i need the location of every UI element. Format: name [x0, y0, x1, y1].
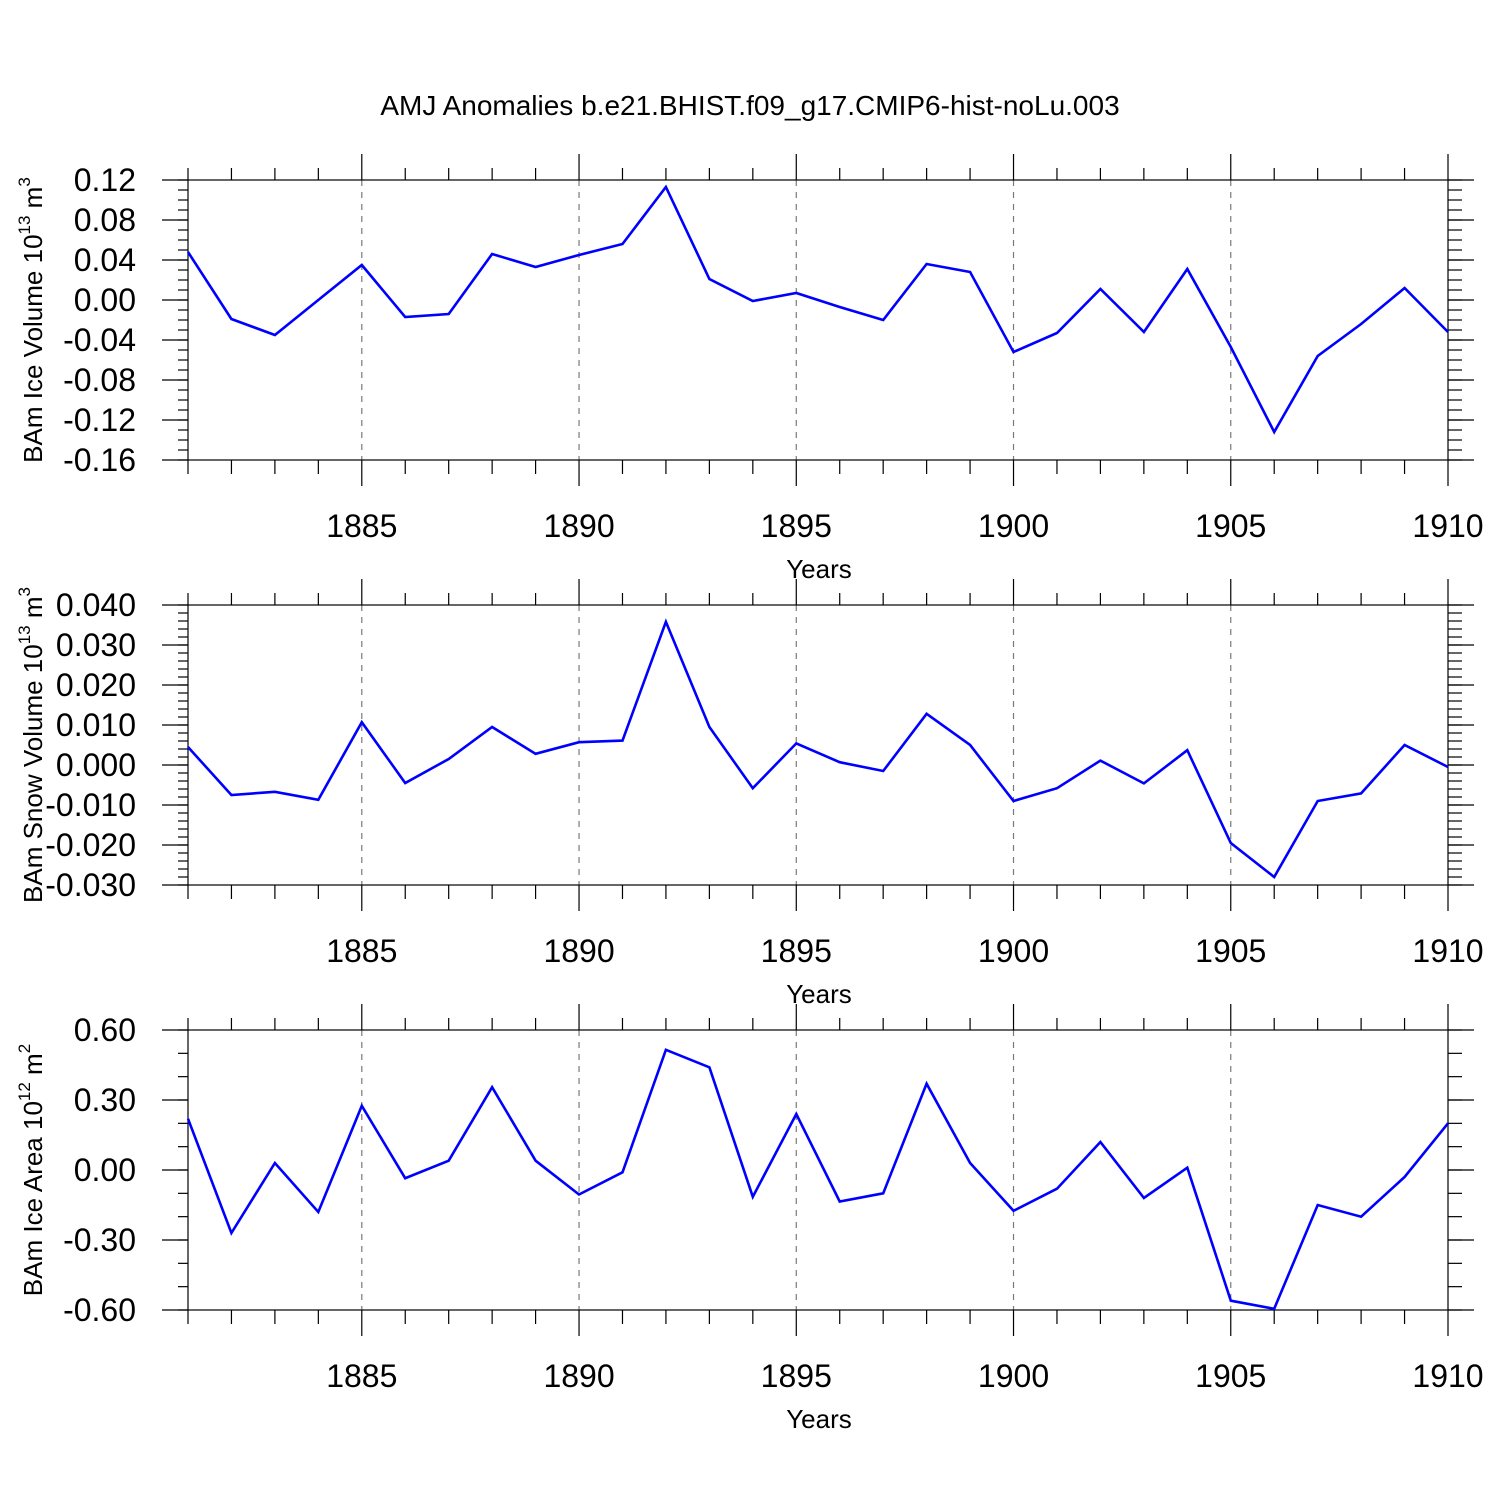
- x-tick-label: 1895: [761, 1358, 832, 1394]
- x-tick-label: 1910: [1412, 1358, 1483, 1394]
- series-line: [186, 1048, 1450, 1311]
- y-tick-label: -0.60: [63, 1292, 136, 1328]
- chart-panels: -0.16 -0.12 -0.08 -0.04 0.00 0.04 0.08 0.12 1885…: [15, 154, 1484, 1434]
- y-axis-title-main: BAm Ice Area 10: [18, 1101, 48, 1296]
- y-axis-title-unit-exponent: 3: [15, 587, 34, 596]
- y-tick-label: -0.16: [63, 442, 136, 478]
- x-tick-label: 1885: [326, 508, 397, 544]
- y-tick-label: 0.04: [74, 242, 136, 278]
- series-line: [187, 618, 1449, 879]
- x-tick-label: 1885: [326, 933, 397, 969]
- plot-frame: [187, 179, 1449, 461]
- chart-panel-2: -0.030 -0.020 -0.010 0.000 0.010 0.020 0.030 0.…: [15, 579, 1484, 1009]
- x-axis-title: Years: [786, 979, 852, 1009]
- y-tick-label: -0.08: [63, 362, 136, 398]
- y-tick-label: -0.020: [45, 827, 136, 863]
- y-axis-title-main: BAm Ice Volume 10: [18, 234, 48, 462]
- x-tick-label: 1905: [1195, 1358, 1266, 1394]
- plot-frame: [187, 1029, 1449, 1311]
- y-tick-label: 0.12: [74, 162, 136, 198]
- y-axis-title: BAm Ice Volume 1013 m3: [15, 177, 48, 463]
- x-axis-title: Years: [786, 1404, 852, 1434]
- y-tick-label: 0.60: [74, 1012, 136, 1048]
- chart-panel-3: -0.60 -0.30 0.00 0.30 0.60 1885 1890 1895 1900 19…: [15, 1004, 1484, 1434]
- x-tick-label: 1900: [978, 508, 1049, 544]
- x-tick-label: 1885: [326, 1358, 397, 1394]
- y-tick-label: 0.00: [74, 282, 136, 318]
- y-tick-label: 0.020: [56, 667, 136, 703]
- y-tick-label: -0.04: [63, 322, 136, 358]
- x-tick-label: 1890: [543, 933, 614, 969]
- figure-title: AMJ Anomalies b.e21.BHIST.f09_g17.CMIP6-…: [380, 90, 1119, 121]
- x-tick-label: 1890: [543, 1358, 614, 1394]
- x-tick-label: 1910: [1412, 508, 1483, 544]
- y-tick-label: -0.030: [45, 867, 136, 903]
- y-axis-title-unit: m: [18, 596, 48, 625]
- y-tick-label: 0.030: [56, 627, 136, 663]
- y-axis-title: BAm Snow Volume 1013 m3: [15, 587, 48, 903]
- x-tick-label: 1910: [1412, 933, 1483, 969]
- y-tick-label: 0.000: [56, 747, 136, 783]
- y-axis-title-unit-exponent: 2: [15, 1044, 34, 1053]
- chart-panel-1: -0.16 -0.12 -0.08 -0.04 0.00 0.04 0.08 0.12 1885…: [15, 154, 1484, 584]
- y-axis-title-exponent: 12: [15, 1082, 34, 1101]
- x-tick-label: 1905: [1195, 933, 1266, 969]
- y-axis-title-exponent: 13: [15, 625, 34, 644]
- x-tick-label: 1890: [543, 508, 614, 544]
- x-tick-label: 1895: [761, 508, 832, 544]
- y-axis-title-unit-exponent: 3: [15, 177, 34, 186]
- x-tick-label: 1905: [1195, 508, 1266, 544]
- plot-frame: [187, 604, 1449, 886]
- series-line: [186, 184, 1449, 435]
- y-tick-label: 0.30: [74, 1082, 136, 1118]
- y-axis-title-unit: m: [18, 187, 48, 216]
- y-tick-label: 0.010: [56, 707, 136, 743]
- y-tick-label: 0.040: [56, 587, 136, 623]
- x-tick-label: 1895: [761, 933, 832, 969]
- y-tick-label: -0.30: [63, 1222, 136, 1258]
- x-axis-title: Years: [786, 554, 852, 584]
- y-tick-label: -0.010: [45, 787, 136, 823]
- y-tick-label: 0.00: [74, 1152, 136, 1188]
- y-tick-label: -0.12: [63, 402, 136, 438]
- y-axis-title-exponent: 13: [15, 216, 34, 235]
- x-tick-label: 1900: [978, 1358, 1049, 1394]
- y-axis-title-main: BAm Snow Volume 10: [18, 644, 48, 903]
- y-axis-title-unit: m: [18, 1053, 48, 1082]
- x-tick-label: 1900: [978, 933, 1049, 969]
- y-axis-title: BAm Ice Area 1012 m2: [15, 1044, 48, 1296]
- y-tick-label: 0.08: [74, 202, 136, 238]
